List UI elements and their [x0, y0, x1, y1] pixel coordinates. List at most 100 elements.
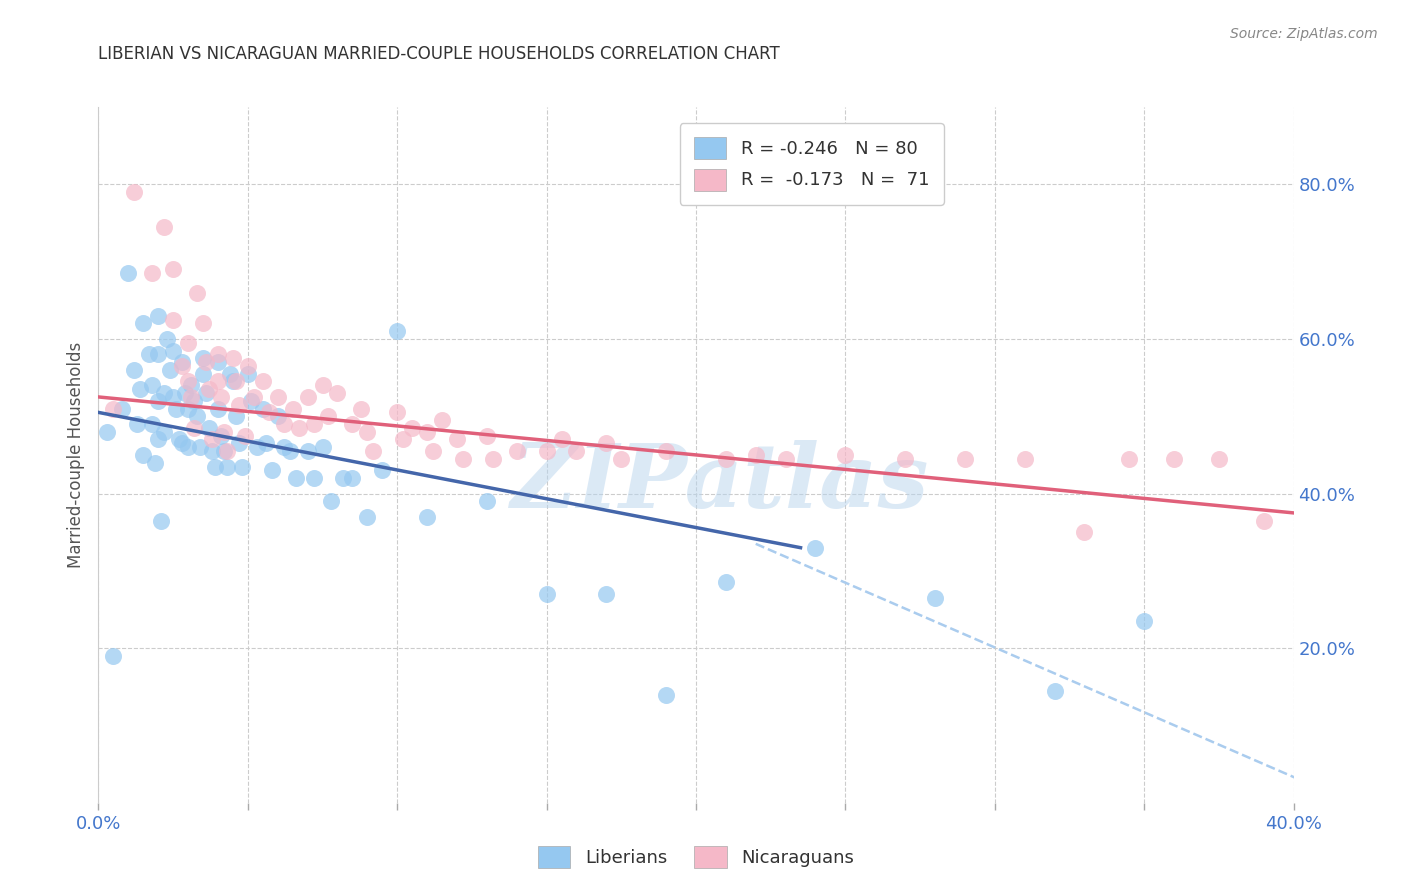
Point: [191, 317, 214, 331]
Point: [401, 421, 423, 435]
Point: [342, 471, 364, 485]
Point: [186, 285, 208, 300]
Point: [191, 351, 214, 366]
Point: [595, 436, 617, 450]
Point: [195, 355, 218, 369]
Point: [924, 591, 946, 605]
Point: [287, 421, 309, 435]
Point: [714, 451, 737, 466]
Point: [302, 471, 325, 485]
Point: [159, 363, 181, 377]
Point: [281, 401, 304, 416]
Point: [188, 440, 211, 454]
Point: [212, 444, 235, 458]
Point: [117, 266, 139, 280]
Point: [536, 587, 558, 601]
Point: [236, 359, 259, 373]
Point: [371, 463, 394, 477]
Point: [180, 390, 202, 404]
Point: [714, 575, 737, 590]
Point: [148, 433, 170, 447]
Point: [186, 409, 208, 424]
Point: [804, 541, 827, 555]
Point: [451, 451, 474, 466]
Point: [150, 514, 173, 528]
Point: [311, 440, 333, 454]
Point: [267, 409, 290, 424]
Point: [191, 367, 214, 381]
Point: [273, 417, 295, 431]
Point: [228, 398, 250, 412]
Point: [162, 262, 184, 277]
Point: [207, 375, 229, 389]
Point: [103, 401, 125, 416]
Point: [222, 375, 245, 389]
Y-axis label: Married-couple Households: Married-couple Households: [66, 342, 84, 568]
Point: [209, 390, 232, 404]
Point: [209, 428, 232, 442]
Point: [1253, 514, 1275, 528]
Point: [201, 433, 224, 447]
Point: [430, 413, 453, 427]
Point: [141, 378, 163, 392]
Point: [124, 185, 146, 199]
Point: [228, 436, 250, 450]
Point: [222, 351, 245, 366]
Point: [536, 444, 558, 458]
Point: [1133, 614, 1156, 628]
Point: [392, 433, 415, 447]
Point: [177, 401, 200, 416]
Point: [198, 382, 221, 396]
Point: [475, 494, 498, 508]
Point: [239, 393, 262, 408]
Point: [212, 425, 235, 439]
Point: [162, 312, 184, 326]
Point: [260, 463, 283, 477]
Point: [273, 440, 295, 454]
Point: [953, 451, 976, 466]
Point: [153, 219, 176, 234]
Point: [165, 401, 187, 416]
Point: [416, 509, 439, 524]
Point: [246, 440, 269, 454]
Point: [1163, 451, 1185, 466]
Point: [745, 448, 768, 462]
Point: [475, 428, 498, 442]
Point: [207, 347, 229, 361]
Point: [201, 444, 224, 458]
Point: [231, 459, 253, 474]
Point: [356, 509, 378, 524]
Point: [172, 359, 194, 373]
Text: LIBERIAN VS NICARAGUAN MARRIED-COUPLE HOUSEHOLDS CORRELATION CHART: LIBERIAN VS NICARAGUAN MARRIED-COUPLE HO…: [98, 45, 780, 62]
Point: [284, 471, 307, 485]
Point: [385, 324, 409, 338]
Point: [311, 378, 333, 392]
Point: [183, 393, 205, 408]
Point: [236, 367, 259, 381]
Point: [775, 451, 797, 466]
Point: [385, 405, 409, 419]
Point: [132, 448, 155, 462]
Point: [219, 367, 242, 381]
Point: [332, 471, 354, 485]
Point: [267, 390, 290, 404]
Point: [153, 386, 176, 401]
Point: [96, 425, 118, 439]
Point: [174, 386, 197, 401]
Point: [422, 444, 444, 458]
Point: [1073, 525, 1095, 540]
Point: [177, 440, 200, 454]
Point: [141, 417, 163, 431]
Point: [252, 375, 274, 389]
Point: [195, 386, 218, 401]
Point: [172, 436, 194, 450]
Point: [481, 451, 505, 466]
Point: [143, 456, 166, 470]
Legend: Liberians, Nicaraguans: Liberians, Nicaraguans: [529, 838, 863, 877]
Text: ZIPatlas: ZIPatlas: [512, 440, 928, 526]
Point: [655, 688, 678, 702]
Point: [550, 433, 572, 447]
Point: [148, 309, 170, 323]
Point: [894, 451, 917, 466]
Point: [215, 459, 238, 474]
